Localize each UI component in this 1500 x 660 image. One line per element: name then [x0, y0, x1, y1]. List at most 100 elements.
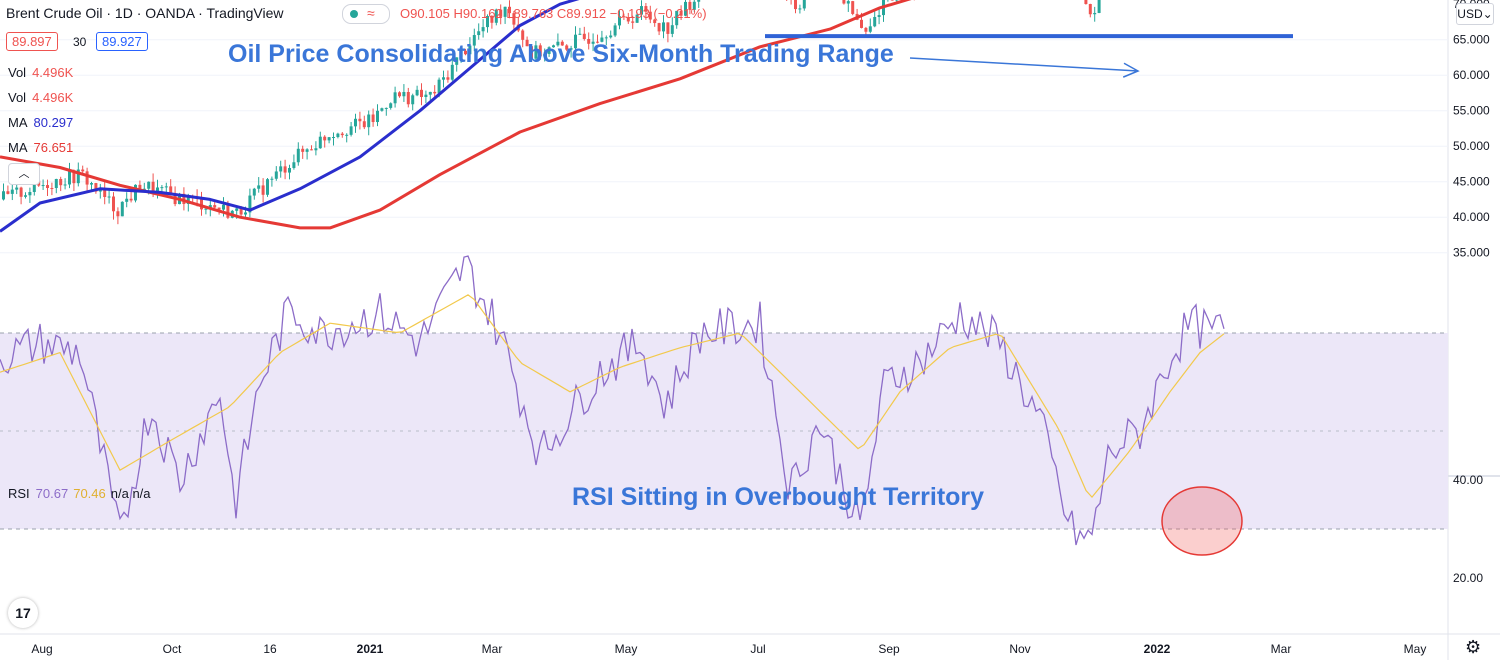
candle-body [226, 204, 230, 218]
rsi-line [0, 255, 1225, 546]
candle-body [648, 11, 652, 20]
candle-body [420, 89, 423, 98]
candle-body [76, 169, 80, 184]
candle-body [50, 188, 54, 190]
candle-body [274, 171, 278, 179]
settings-gear-icon[interactable]: ⚙ [1465, 637, 1482, 657]
candle-body [552, 45, 555, 48]
candle-body [802, 0, 806, 9]
candle-body [521, 30, 525, 40]
rsi-label: RSI [8, 486, 30, 501]
candle-body [103, 187, 107, 198]
rsi-tick-label: 40.00 [1453, 473, 1483, 487]
candle-body [591, 41, 595, 44]
rsi-value: 70.67 [35, 486, 69, 501]
candle-body [842, 0, 846, 4]
ma-slow-line [0, 0, 912, 230]
candle-body [569, 48, 573, 50]
candle-body [129, 198, 133, 201]
candle-body [323, 136, 327, 141]
candle-body [90, 183, 93, 185]
candle-body [798, 8, 802, 10]
candle-body [305, 149, 309, 152]
rsi-tick-label: 20.00 [1453, 571, 1483, 585]
candle-body [310, 149, 313, 151]
indicator-volume-2[interactable]: Vol 4.496K [8, 90, 74, 105]
delayed-data-icon: ≈ [367, 5, 375, 21]
candle-body [618, 16, 621, 26]
time-tick-label: 16 [263, 642, 277, 656]
candle-body [406, 92, 410, 105]
candle-body [692, 1, 696, 10]
rsi-legend[interactable]: RSI 70.67 70.46 n/a n/a [8, 486, 151, 501]
candle-body [81, 169, 85, 172]
candle-body [380, 108, 384, 111]
candle-body [151, 181, 155, 194]
candle-body [477, 31, 481, 36]
candle-body [235, 208, 239, 211]
candle-body [1097, 0, 1101, 13]
candle-body [367, 114, 371, 128]
symbol-title[interactable]: Brent Crude Oil · 1D · OANDA · TradingVi… [6, 5, 284, 21]
price-tick-label: 40.000 [1453, 210, 1490, 224]
time-tick-label: Mar [1271, 642, 1292, 656]
candle-body [222, 204, 225, 210]
candle-body [464, 50, 467, 55]
indicator-ma-slow[interactable]: MA 76.651 [8, 140, 74, 155]
ohlc-close: C89.912 [556, 6, 607, 21]
sell-price-button[interactable]: 89.897 [6, 32, 58, 51]
candle-body [679, 10, 683, 16]
candle-body [116, 211, 120, 217]
overbought-highlight [1161, 486, 1243, 556]
candle-body [556, 41, 560, 46]
candle-body [877, 15, 881, 17]
candle-body [384, 107, 388, 109]
candle-body [450, 64, 454, 80]
candle-body [604, 37, 608, 39]
ohlc-low: L89.763 [506, 6, 554, 21]
candle-body [433, 91, 437, 94]
candle-body [670, 25, 674, 34]
candle-body [534, 45, 538, 59]
candle-body [32, 180, 36, 192]
candle-body [486, 16, 489, 28]
candle-body [530, 46, 533, 59]
candle-body [41, 185, 45, 187]
candle-body [626, 17, 630, 22]
candle-body [675, 10, 679, 26]
candle-body [494, 9, 498, 23]
chevron-down-icon: ⌄ [1482, 7, 1493, 21]
candle-body [200, 198, 203, 210]
indicator-volume-1[interactable]: Vol 4.496K [8, 65, 74, 80]
candle-body [653, 19, 657, 24]
candle-body [6, 191, 10, 194]
candle-body [635, 14, 639, 23]
candle-body [248, 195, 252, 213]
time-tick-label: 2022 [1144, 642, 1171, 656]
market-status-badge[interactable]: ≈ [342, 4, 390, 24]
ma-fast-line [0, 0, 580, 233]
currency-selector[interactable]: USD⌄ [1456, 3, 1494, 25]
tradingview-logo[interactable]: 17 [8, 598, 38, 628]
candle-body [398, 92, 401, 97]
price-arrow-shaft [909, 57, 1139, 72]
candle-body [490, 16, 494, 23]
candle-body [1084, 0, 1088, 5]
candle-body [164, 186, 168, 188]
candle-body [182, 193, 186, 204]
time-tick-label: Jul [750, 642, 765, 656]
candle-body [468, 45, 472, 55]
candle-body [512, 13, 516, 25]
candle-body [446, 77, 450, 80]
candle-body [332, 137, 335, 139]
candle-body [362, 121, 366, 128]
collapse-legend-button[interactable]: ︿ [8, 163, 40, 185]
buy-price-button[interactable]: 89.927 [96, 32, 148, 51]
candle-body [239, 208, 243, 215]
indicator-ma-fast[interactable]: MA 80.297 [8, 115, 74, 130]
candle-body [499, 9, 503, 17]
candle-body [68, 170, 71, 185]
rsi-extra: n/a n/a [110, 486, 151, 501]
candle-body [860, 19, 863, 28]
